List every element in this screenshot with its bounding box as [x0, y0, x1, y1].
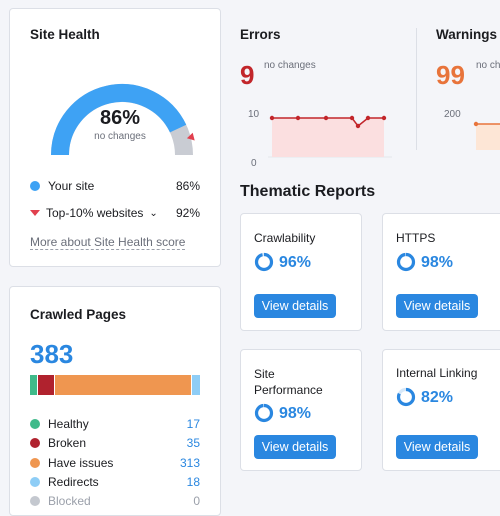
crawled-pages-card: Crawled Pages 383 Healthy 17 Broken 35 H…: [9, 286, 221, 516]
warnings-axis-top: 200: [444, 109, 461, 120]
legend-blocked[interactable]: Blocked: [30, 494, 91, 508]
view-details-button[interactable]: View details: [396, 294, 478, 318]
legend-label: Healthy: [48, 417, 89, 431]
errors-area: [272, 118, 384, 157]
have-issues-dot: [30, 458, 40, 468]
https-progress-icon: [396, 252, 416, 272]
errors-panel: Errors 9 no changes 10 0: [240, 20, 416, 169]
errors-axis-bottom: 0: [251, 158, 257, 169]
report-value: 98%: [279, 405, 312, 422]
site-health-card: Site Health 86% no changes Your site 86%…: [9, 8, 221, 267]
errors-points: [269, 115, 387, 129]
site-health-score: 86%: [99, 107, 141, 129]
legend-redirects[interactable]: Redirects: [30, 475, 99, 489]
report-card-site-performance: Site Performance 98% View details: [240, 349, 362, 471]
legend-label: Blocked: [48, 494, 91, 508]
site-health-more-link[interactable]: More about Site Health score: [30, 235, 186, 250]
top-10-value: 92%: [175, 206, 200, 220]
legend-value[interactable]: 17: [186, 417, 200, 431]
warnings-sparkline: [473, 121, 500, 150]
warnings-sub: no changes: [476, 60, 500, 71]
report-card-crawlability: Crawlability 96% View details: [240, 213, 362, 331]
crawled-pages-total[interactable]: 383: [30, 339, 74, 369]
legend-value[interactable]: 35: [186, 436, 200, 450]
panel-divider: [416, 28, 417, 150]
top-10-dropdown[interactable]: Top-10% websites ⌄: [30, 206, 158, 220]
report-card-internal-linking: Internal Linking 82% View details: [382, 349, 500, 471]
warnings-point: [473, 121, 479, 127]
report-card-https: HTTPS 98% View details: [382, 213, 500, 331]
internal-linking-progress-icon: [396, 387, 416, 407]
broken-dot: [30, 438, 40, 448]
crawled-pages-title: Crawled Pages: [30, 307, 127, 322]
legend-label: Broken: [48, 436, 87, 450]
warnings-area: [476, 124, 500, 150]
errors-title: Errors: [240, 27, 281, 42]
errors-count[interactable]: 9: [240, 60, 255, 90]
your-site-legend: Your site: [30, 179, 94, 193]
redirects-dot: [30, 477, 40, 487]
errors-sub: no changes: [264, 60, 316, 71]
chevron-down-icon: ⌄: [149, 207, 158, 219]
your-site-value: 86%: [175, 179, 200, 193]
legend-value[interactable]: 313: [179, 456, 200, 470]
legend-broken[interactable]: Broken: [30, 436, 86, 450]
your-site-dot: [30, 181, 40, 191]
report-value: 96%: [279, 254, 312, 271]
errors-axis-top: 10: [248, 109, 260, 120]
gauge-fill: [51, 84, 187, 156]
view-details-button[interactable]: View details: [254, 435, 336, 459]
legend-value[interactable]: 0: [193, 494, 200, 508]
view-details-button[interactable]: View details: [396, 435, 478, 459]
crawled-pages-bar: [30, 375, 201, 395]
report-value: 82%: [421, 389, 454, 406]
blocked-dot: [30, 496, 40, 506]
legend-label: Redirects: [48, 475, 99, 489]
bar-segment-redirects: [192, 375, 200, 395]
top-10-triangle-icon: [30, 210, 40, 216]
site-performance-progress-icon: [254, 403, 274, 423]
report-label: Site Performance: [254, 367, 323, 397]
warnings-panel: Warnings 99 no changes 200 0: [436, 20, 500, 150]
healthy-dot: [30, 419, 40, 429]
site-health-title: Site Health: [30, 27, 100, 42]
bar-segment-have-issues: [54, 375, 192, 395]
thematic-reports-title: Thematic Reports: [240, 183, 376, 200]
your-site-label: Your site: [48, 179, 95, 193]
report-label: Internal Linking: [396, 366, 478, 380]
site-health-score-sub: no changes: [94, 131, 146, 142]
view-details-button[interactable]: View details: [254, 294, 336, 318]
top-10-marker-icon: [186, 132, 195, 141]
legend-healthy[interactable]: Healthy: [30, 417, 89, 431]
report-label: HTTPS: [396, 231, 436, 245]
warnings-title: Warnings: [436, 27, 498, 42]
crawlability-progress-icon: [254, 252, 274, 272]
warnings-count[interactable]: 99: [436, 60, 465, 90]
bar-segment-broken: [38, 375, 54, 395]
report-value: 98%: [421, 254, 454, 271]
errors-sparkline: [268, 115, 392, 158]
legend-value[interactable]: 18: [186, 475, 200, 489]
legend-have-issues[interactable]: Have issues: [30, 456, 113, 470]
report-label: Crawlability: [254, 231, 316, 245]
top-10-label: Top-10% websites: [46, 206, 144, 220]
site-health-gauge: [51, 84, 195, 156]
bar-segment-healthy: [30, 375, 38, 395]
legend-label: Have issues: [48, 456, 114, 470]
